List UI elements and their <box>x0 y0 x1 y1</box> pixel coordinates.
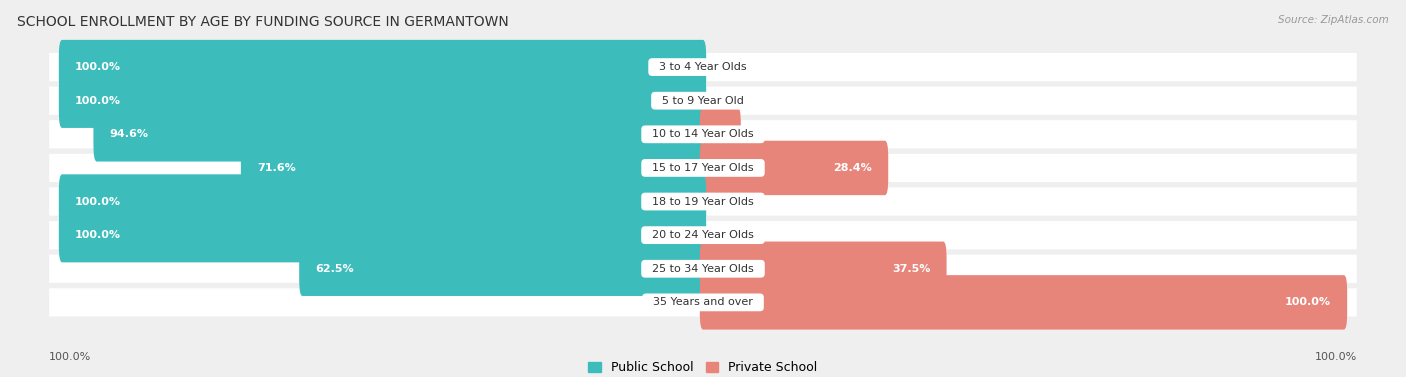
Text: 37.5%: 37.5% <box>893 264 931 274</box>
FancyBboxPatch shape <box>49 221 1357 249</box>
Text: 3 to 4 Year Olds: 3 to 4 Year Olds <box>652 62 754 72</box>
Text: 100.0%: 100.0% <box>1315 352 1357 362</box>
FancyBboxPatch shape <box>59 174 706 229</box>
Text: 100.0%: 100.0% <box>75 62 121 72</box>
FancyBboxPatch shape <box>240 141 706 195</box>
Text: 35 Years and over: 35 Years and over <box>647 297 759 307</box>
Text: 18 to 19 Year Olds: 18 to 19 Year Olds <box>645 196 761 207</box>
Text: 71.6%: 71.6% <box>257 163 295 173</box>
FancyBboxPatch shape <box>700 242 946 296</box>
Text: 100.0%: 100.0% <box>49 352 91 362</box>
FancyBboxPatch shape <box>59 208 706 262</box>
FancyBboxPatch shape <box>700 275 1347 329</box>
Legend: Public School, Private School: Public School, Private School <box>583 356 823 377</box>
Text: 0.0%: 0.0% <box>716 230 744 240</box>
Text: 10 to 14 Year Olds: 10 to 14 Year Olds <box>645 129 761 139</box>
FancyBboxPatch shape <box>299 242 706 296</box>
Text: 100.0%: 100.0% <box>75 96 121 106</box>
Text: 25 to 34 Year Olds: 25 to 34 Year Olds <box>645 264 761 274</box>
Text: 20 to 24 Year Olds: 20 to 24 Year Olds <box>645 230 761 240</box>
Text: 100.0%: 100.0% <box>75 230 121 240</box>
Text: 0.0%: 0.0% <box>716 96 744 106</box>
FancyBboxPatch shape <box>700 141 889 195</box>
Text: 15 to 17 Year Olds: 15 to 17 Year Olds <box>645 163 761 173</box>
FancyBboxPatch shape <box>49 120 1357 149</box>
FancyBboxPatch shape <box>59 40 706 94</box>
FancyBboxPatch shape <box>49 154 1357 182</box>
FancyBboxPatch shape <box>49 288 1357 316</box>
Text: 100.0%: 100.0% <box>75 196 121 207</box>
FancyBboxPatch shape <box>93 107 706 161</box>
FancyBboxPatch shape <box>49 254 1357 283</box>
Text: Source: ZipAtlas.com: Source: ZipAtlas.com <box>1278 15 1389 25</box>
Text: 94.6%: 94.6% <box>110 129 149 139</box>
FancyBboxPatch shape <box>49 87 1357 115</box>
Text: 5 to 9 Year Old: 5 to 9 Year Old <box>655 96 751 106</box>
Text: 62.5%: 62.5% <box>315 264 354 274</box>
FancyBboxPatch shape <box>700 107 741 161</box>
Text: 0.0%: 0.0% <box>662 297 690 307</box>
Text: 0.0%: 0.0% <box>716 196 744 207</box>
Text: SCHOOL ENROLLMENT BY AGE BY FUNDING SOURCE IN GERMANTOWN: SCHOOL ENROLLMENT BY AGE BY FUNDING SOUR… <box>17 15 509 29</box>
FancyBboxPatch shape <box>59 74 706 128</box>
FancyBboxPatch shape <box>49 187 1357 216</box>
Text: 100.0%: 100.0% <box>1285 297 1331 307</box>
FancyBboxPatch shape <box>49 53 1357 81</box>
Text: 28.4%: 28.4% <box>834 163 872 173</box>
Text: 5.4%: 5.4% <box>695 129 725 139</box>
Text: 0.0%: 0.0% <box>716 62 744 72</box>
